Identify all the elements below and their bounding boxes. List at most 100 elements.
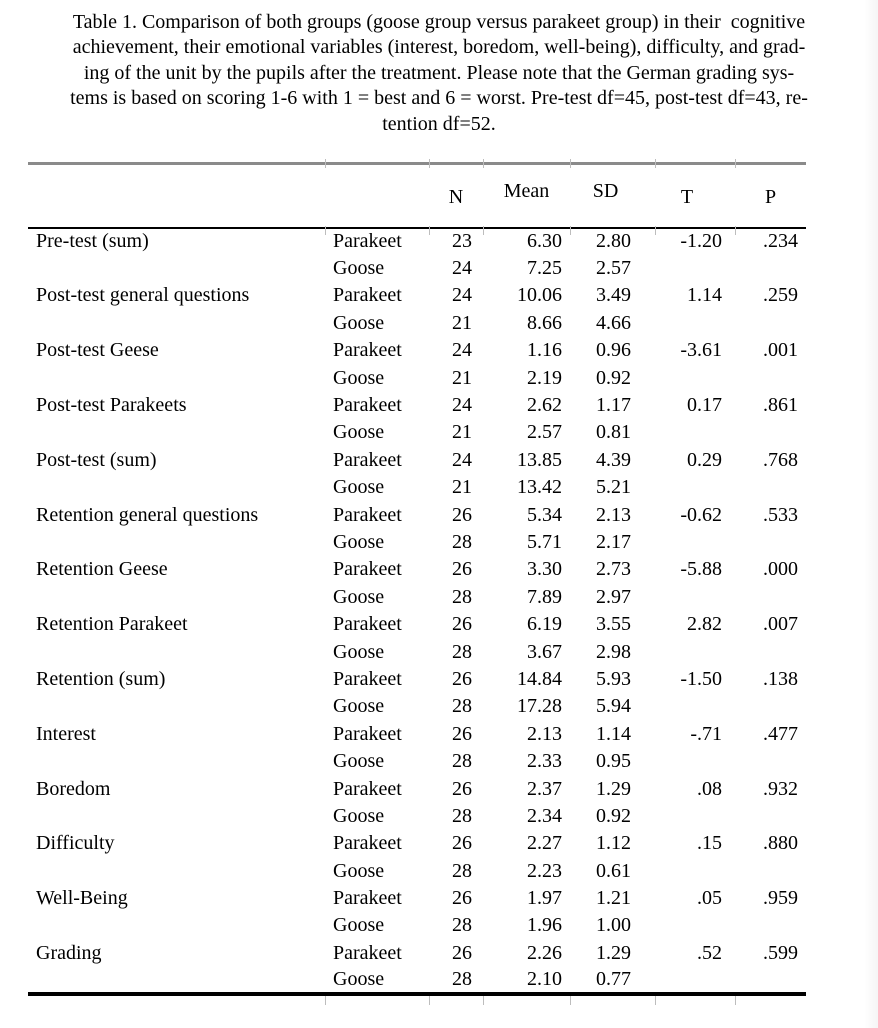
table-row: Retention (sum) Parakeet 26 14.84 5.93 -… xyxy=(28,666,806,693)
p-cell: .000 xyxy=(763,558,798,581)
results-table-header: N Mean SD T P xyxy=(28,163,806,229)
t-cell: -0.62 xyxy=(680,503,722,526)
table-row: Well-Being Parakeet 26 1.97 1.21 .05 .95… xyxy=(28,885,806,912)
t-cell: .08 xyxy=(697,777,722,800)
n-cell: 21 xyxy=(452,421,472,444)
sd-cell: 1.12 xyxy=(596,832,631,855)
variable-cell xyxy=(28,310,325,337)
p-cell: .932 xyxy=(763,777,798,800)
n-cell: 26 xyxy=(452,667,472,690)
mean-cell: 13.85 xyxy=(517,448,562,471)
n-cell: 26 xyxy=(452,613,472,636)
sd-cell: 1.29 xyxy=(596,777,631,800)
group-cell: Goose xyxy=(333,257,385,280)
sd-cell: 0.81 xyxy=(596,421,631,444)
sd-cell: 2.73 xyxy=(596,558,631,581)
group-cell: Parakeet xyxy=(333,339,402,362)
t-cell xyxy=(655,912,735,939)
group-cell: Goose xyxy=(333,476,385,499)
t-cell xyxy=(655,803,735,830)
n-cell: 26 xyxy=(452,503,472,526)
sd-cell: 2.98 xyxy=(596,640,631,663)
n-cell: 26 xyxy=(452,832,472,855)
mean-cell: 5.71 xyxy=(527,530,562,553)
column-separator-stub xyxy=(570,995,571,1005)
variable-cell xyxy=(28,255,325,282)
mean-cell: 7.25 xyxy=(527,257,562,280)
mean-cell: 2.13 xyxy=(527,722,562,745)
table-row: Goose 28 2.23 0.61 xyxy=(28,857,806,884)
group-cell: Parakeet xyxy=(333,722,402,745)
n-cell: 26 xyxy=(452,941,472,964)
variable-cell xyxy=(28,474,325,501)
sd-cell: 1.17 xyxy=(596,394,631,417)
p-cell: .234 xyxy=(763,230,798,253)
group-cell: Parakeet xyxy=(333,777,402,800)
column-separator-stub xyxy=(655,995,656,1005)
t-cell xyxy=(655,419,735,446)
header-n: N xyxy=(429,163,483,229)
caption-line: tention df=52. xyxy=(382,112,496,135)
mean-cell: 3.30 xyxy=(527,558,562,581)
sd-cell: 1.21 xyxy=(596,887,631,910)
mean-cell: 8.66 xyxy=(527,311,562,334)
group-cell: Goose xyxy=(333,859,385,882)
p-cell: .599 xyxy=(763,941,798,964)
p-cell: .880 xyxy=(763,832,798,855)
group-cell: Goose xyxy=(333,695,385,718)
t-cell xyxy=(655,693,735,720)
variable-cell xyxy=(28,967,325,994)
table-row: Goose 28 5.71 2.17 xyxy=(28,529,806,556)
n-cell: 28 xyxy=(452,640,472,663)
group-cell: Goose xyxy=(333,804,385,827)
table-row: Goose 28 2.33 0.95 xyxy=(28,748,806,775)
mean-cell: 14.84 xyxy=(517,667,562,690)
p-cell xyxy=(735,803,806,830)
t-cell xyxy=(655,748,735,775)
header-variable xyxy=(28,163,325,229)
table-row: Post-test Geese Parakeet 24 1.16 0.96 -3… xyxy=(28,337,806,364)
p-cell: .959 xyxy=(763,887,798,910)
variable-cell: Retention general questions xyxy=(36,503,259,526)
p-cell: .259 xyxy=(763,284,798,307)
variable-cell xyxy=(28,584,325,611)
p-cell xyxy=(735,255,806,282)
p-cell: .138 xyxy=(763,667,798,690)
group-cell: Goose xyxy=(333,914,385,937)
n-cell: 21 xyxy=(452,311,472,334)
n-cell: 26 xyxy=(452,722,472,745)
t-cell: .15 xyxy=(697,832,722,855)
group-cell: Parakeet xyxy=(333,941,402,964)
table-row: Interest Parakeet 26 2.13 1.14 -.71 .477 xyxy=(28,721,806,748)
mean-cell: 2.26 xyxy=(527,941,562,964)
variable-cell xyxy=(28,803,325,830)
t-cell: -1.20 xyxy=(680,230,722,253)
table-row: Goose 24 7.25 2.57 xyxy=(28,255,806,282)
table-row: Goose 28 2.10 0.77 xyxy=(28,967,806,994)
sd-cell: 5.21 xyxy=(596,476,631,499)
table-row: Retention general questions Parakeet 26 … xyxy=(28,501,806,528)
mean-cell: 2.19 xyxy=(527,366,562,389)
header-t: T xyxy=(655,163,735,229)
variable-cell: Boredom xyxy=(36,777,111,800)
p-cell xyxy=(735,310,806,337)
sd-cell: 2.13 xyxy=(596,503,631,526)
mean-cell: 2.27 xyxy=(527,832,562,855)
table-row: Goose 28 2.34 0.92 xyxy=(28,803,806,830)
sd-cell: 1.00 xyxy=(596,914,631,937)
sd-cell: 5.94 xyxy=(596,695,631,718)
mean-cell: 6.30 xyxy=(527,230,562,253)
n-cell: 21 xyxy=(452,476,472,499)
sd-cell: 0.61 xyxy=(596,859,631,882)
group-cell: Parakeet xyxy=(333,394,402,417)
n-cell: 26 xyxy=(452,558,472,581)
group-cell: Goose xyxy=(333,640,385,663)
sd-cell: 5.93 xyxy=(596,667,631,690)
mean-cell: 2.34 xyxy=(527,804,562,827)
sd-cell: 2.17 xyxy=(596,530,631,553)
mean-cell: 2.57 xyxy=(527,421,562,444)
caption-line: ing of the unit by the pupils after the … xyxy=(83,61,795,84)
t-cell: -1.50 xyxy=(680,667,722,690)
variable-cell xyxy=(28,748,325,775)
variable-cell: Post-test (sum) xyxy=(36,448,157,471)
